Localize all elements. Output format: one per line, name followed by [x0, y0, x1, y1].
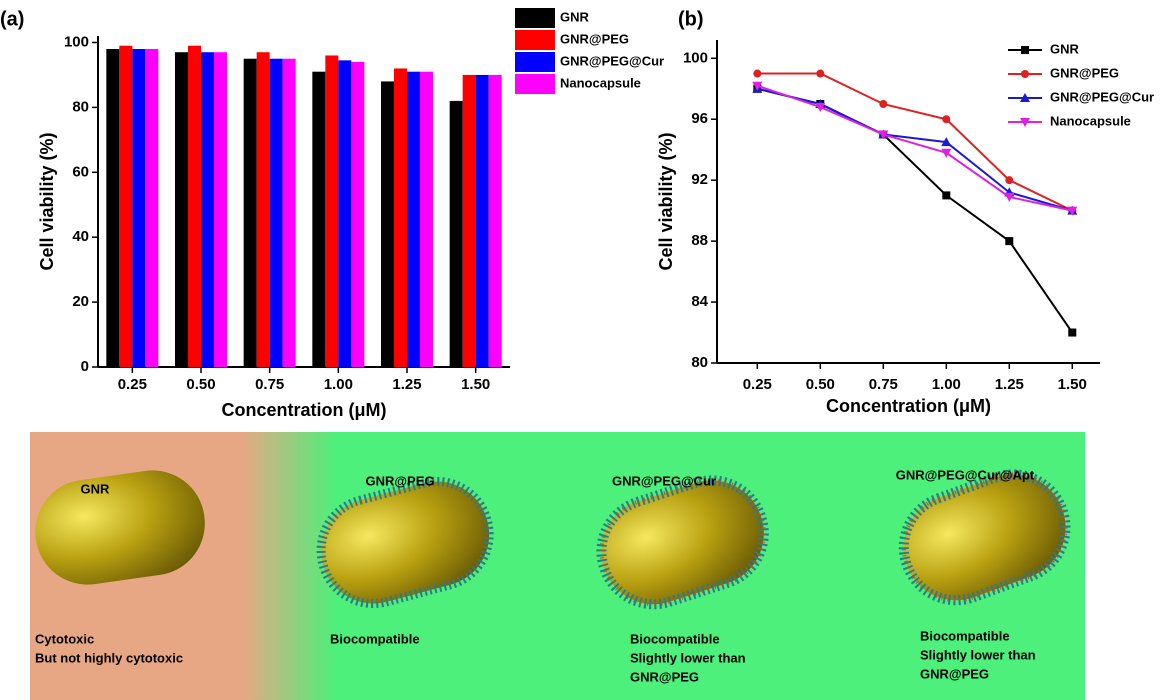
bar	[489, 75, 502, 367]
legend-label: GNR	[1050, 41, 1080, 56]
bar	[119, 46, 132, 367]
x-axis-title: Concentration (μM)	[222, 400, 387, 420]
y-tick-label: 96	[691, 110, 708, 127]
y-axis-title: Cell viability (%)	[37, 132, 57, 270]
marker	[879, 100, 887, 108]
marker	[1068, 329, 1076, 337]
x-tick-label: 0.25	[118, 376, 147, 393]
item-name: GNR@PEG	[365, 473, 434, 488]
marker	[753, 70, 761, 78]
marker	[1005, 176, 1013, 184]
bar	[145, 49, 158, 367]
bar	[283, 59, 296, 367]
y-axis-title: Cell viability (%)	[656, 132, 676, 270]
bar	[463, 75, 476, 367]
item-note: GNR@PEG	[630, 669, 699, 684]
legend-label: GNR	[560, 9, 590, 24]
y-tick-label: 100	[64, 33, 89, 50]
bar	[257, 52, 270, 367]
y-tick-label: 0	[81, 358, 89, 375]
y-tick-label: 40	[72, 228, 89, 245]
series-line	[757, 89, 1072, 211]
marker	[1021, 70, 1029, 78]
item-note: GNR@PEG	[920, 666, 989, 681]
bar	[188, 46, 201, 367]
x-tick-label: 0.50	[186, 376, 215, 393]
x-tick-label: 1.50	[461, 376, 490, 393]
marker	[1005, 237, 1013, 245]
bar	[407, 72, 420, 367]
item-note: Cytotoxic	[35, 631, 94, 646]
x-tick-label: 1.00	[324, 376, 353, 393]
item-name: GNR@PEG@Cur	[612, 473, 716, 488]
legend-label: Nanocapsule	[560, 75, 641, 90]
bar	[450, 101, 463, 367]
y-tick-label: 100	[683, 49, 708, 66]
marker	[942, 115, 950, 123]
y-tick-label: 20	[72, 293, 89, 310]
y-tick-label: 84	[691, 293, 708, 310]
panel-label: (b)	[678, 8, 704, 30]
x-tick-label: 0.25	[743, 376, 772, 393]
x-tick-label: 1.25	[392, 376, 421, 393]
bar	[175, 52, 188, 367]
x-tick-label: 1.00	[932, 376, 961, 393]
x-axis-title: Concentration (μM)	[826, 396, 991, 416]
bar	[132, 49, 145, 367]
bar	[351, 62, 364, 367]
bar	[325, 55, 338, 367]
bar	[106, 49, 119, 367]
legend-label: GNR@PEG	[1050, 65, 1119, 80]
bar	[270, 59, 283, 367]
legend-swatch	[515, 74, 555, 94]
legend-label: Nanocapsule	[1050, 113, 1131, 128]
bar	[214, 52, 227, 367]
legend-swatch	[515, 8, 555, 28]
bar	[420, 72, 433, 367]
bar	[338, 60, 351, 367]
item-note: Biocompatible	[330, 631, 420, 646]
item-name: GNR@PEG@Cur@Apt	[896, 467, 1035, 482]
y-tick-label: 80	[691, 354, 708, 371]
x-tick-label: 1.25	[995, 376, 1024, 393]
item-note: Biocompatible	[630, 631, 720, 646]
item-note: But not highly cytotoxic	[35, 650, 183, 665]
x-tick-label: 0.75	[255, 376, 284, 393]
item-note: Slightly lower than	[630, 650, 746, 665]
y-tick-label: 88	[691, 232, 708, 249]
figure: (a) Cell viability (%) Concentration (μM) 0…	[0, 0, 1169, 700]
bar	[394, 68, 407, 367]
legend-label: GNR@PEG	[560, 31, 629, 46]
legend-swatch	[515, 30, 555, 50]
legend-swatch	[515, 52, 555, 72]
item-name: GNR	[81, 481, 111, 496]
x-tick-label: 0.75	[869, 376, 898, 393]
item-note: Slightly lower than	[920, 647, 1036, 662]
marker	[1021, 46, 1029, 54]
panel-label: (a)	[0, 8, 24, 30]
bar	[476, 75, 489, 367]
series-line	[757, 86, 1072, 211]
bar	[312, 72, 325, 367]
bar	[201, 52, 214, 367]
y-tick-label: 60	[72, 163, 89, 180]
legend-label: GNR@PEG@Cur	[560, 53, 664, 68]
y-tick-label: 80	[72, 98, 89, 115]
x-tick-label: 0.50	[806, 376, 835, 393]
item-note: Biocompatible	[920, 628, 1010, 643]
marker	[942, 191, 950, 199]
legend-label: GNR@PEG@Cur	[1050, 89, 1154, 104]
bar	[381, 81, 394, 367]
y-tick-label: 92	[691, 171, 708, 188]
x-tick-label: 1.50	[1058, 376, 1087, 393]
marker	[816, 70, 824, 78]
bar	[244, 59, 257, 367]
